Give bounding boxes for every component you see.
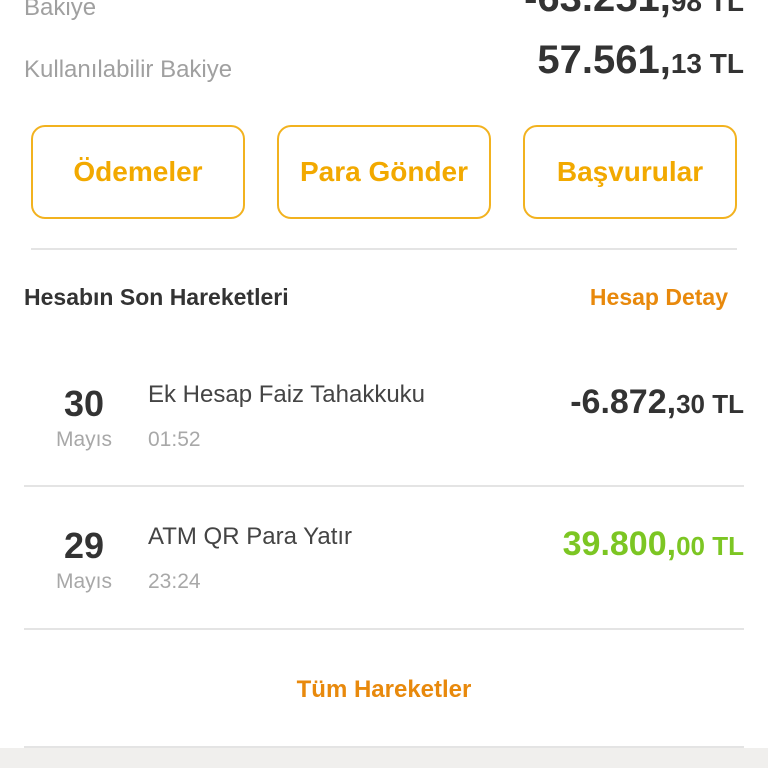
available-cents: 13 TL [670,48,744,79]
balance-label: Bakiye [24,0,97,21]
send-money-button[interactable]: Para Gönder [277,125,491,219]
transaction-month: Mayıs [55,428,112,451]
transaction-amount: -6.872,30 TL [570,383,744,422]
divider [24,746,744,748]
all-transactions-link[interactable]: Tüm Hareketler [296,676,472,703]
divider [24,485,744,487]
transaction-description: ATM QR Para Yatır [148,523,353,550]
amount-main: 39.800, [562,525,677,563]
payments-button[interactable]: Ödemeler [31,125,245,219]
account-detail-link[interactable]: Hesap Detay [589,284,728,310]
available-amount: 57.561,13 TL [537,38,744,83]
transaction-amount: 39.800,00 TL [563,525,744,564]
transaction-row[interactable]: 30 Mayıs Ek Hesap Faiz Tahakkuku 01:52 -… [0,345,768,485]
section-title: Hesabın Son Hareketleri [24,284,289,310]
transaction-row[interactable]: 29 Mayıs ATM QR Para Yatır 23:24 39.800,… [0,487,768,627]
applications-button[interactable]: Başvurular [523,125,737,219]
available-main: 57.561, [537,38,671,82]
balance-amount: -63.251,98 TL [524,0,744,21]
transaction-day: 30 [63,383,105,424]
transaction-month: Mayıs [55,570,112,593]
footer-background [0,748,768,768]
divider [24,628,744,630]
available-label: Kullanılabilir Bakiye [24,56,233,83]
balance-cents: 98 TL [670,0,744,17]
amount-cents: 00 TL [676,531,744,561]
transaction-time: 01:52 [148,428,201,451]
transaction-time: 23:24 [148,570,201,593]
amount-cents: 30 TL [676,389,744,419]
amount-main: -6.872, [570,383,677,421]
balance-main: -63.251, [524,0,671,20]
divider [31,248,737,250]
transaction-description: Ek Hesap Faiz Tahakkuku [148,381,426,408]
transaction-day: 29 [63,525,105,566]
